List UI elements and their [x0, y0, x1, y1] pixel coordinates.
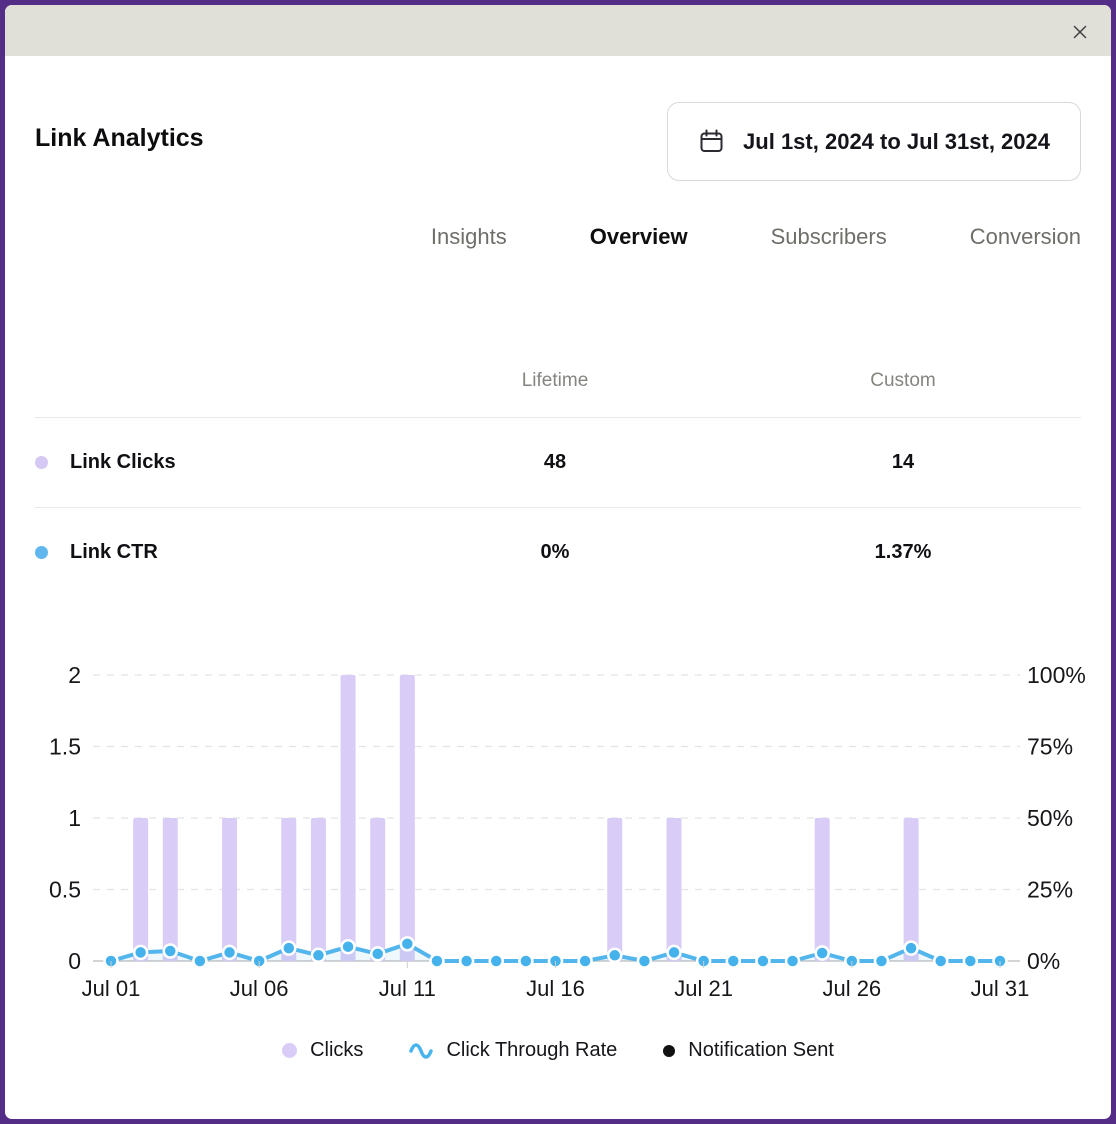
svg-text:1: 1 [68, 805, 81, 831]
ctr-point [755, 953, 771, 969]
modal-header-bar [5, 5, 1111, 56]
tab-overview[interactable]: Overview [589, 224, 688, 249]
clicks-bar [162, 818, 178, 961]
svg-text:1.5: 1.5 [49, 734, 81, 760]
row-value-custom: 14 [891, 451, 915, 473]
ctr-point [162, 943, 179, 959]
analytics-chart: 0 0% 0.5 25% 1 50% 1.5 75% 2 100% Jul 01 Jul 06 Jul … [35, 653, 1091, 1027]
row-value-lifetime: 48 [543, 451, 567, 473]
page-title: Link Analytics [35, 124, 204, 152]
ctr-point [577, 953, 593, 969]
clicks-bar [370, 818, 386, 961]
svg-text:Jul 26: Jul 26 [822, 976, 881, 1001]
clicks-bar [607, 818, 623, 961]
ctr-point [932, 953, 949, 969]
ctr-point [607, 947, 623, 964]
svg-text:0: 0 [68, 948, 81, 974]
stats-table: Lifetime Custom Link Clicks 48 14 Link CTR 0… [35, 345, 1081, 597]
ctr-point [429, 953, 445, 969]
date-range-button[interactable]: Jul 1st, 2024 to Jul 31st, 2024 [667, 102, 1081, 181]
clicks-bar [222, 818, 238, 961]
close-button[interactable] [1065, 17, 1095, 47]
tabs: Insights Overview Subscribers Conversion [431, 224, 1081, 250]
table-row: Link CTR 0% 1.37% [35, 508, 1081, 597]
date-range-label: Jul 1st, 2024 to Jul 31st, 2024 [743, 128, 1050, 154]
ctr-point [369, 946, 386, 962]
svg-text:100%: 100% [1027, 662, 1086, 688]
legend-label: Clicks [310, 1039, 364, 1061]
legend-item: Notification Sent [663, 1039, 834, 1062]
row-label: Link CTR [70, 541, 158, 563]
stats-header-row: Lifetime Custom [35, 345, 1081, 418]
clicks-bar [666, 818, 682, 961]
svg-text:2: 2 [68, 662, 81, 688]
ctr-point [310, 947, 327, 964]
ctr-point [518, 953, 534, 969]
svg-text:Jul 11: Jul 11 [379, 976, 436, 1001]
svg-text:Jul 06: Jul 06 [230, 976, 289, 1001]
stats-rows: Link Clicks 48 14 Link CTR 0% 1.37% [35, 418, 1081, 597]
tab-conversion[interactable]: Conversion [969, 224, 1081, 249]
svg-text:Jul 31: Jul 31 [971, 976, 1030, 1001]
svg-text:Jul 21: Jul 21 [674, 976, 733, 1001]
row-label: Link Clicks [70, 451, 176, 473]
row-dot [35, 546, 48, 559]
legend-label: Click Through Rate [446, 1039, 618, 1061]
ctr-point [340, 938, 356, 955]
ctr-point [873, 953, 890, 969]
tab-insights[interactable]: Insights [430, 224, 507, 249]
svg-text:50%: 50% [1027, 805, 1073, 831]
svg-text:75%: 75% [1027, 734, 1073, 760]
clicks-bar [281, 818, 297, 961]
legend-item: Click Through Rate [409, 1039, 617, 1062]
legend-dot-icon [282, 1043, 298, 1058]
ctr-point [636, 953, 653, 969]
ctr-point [903, 940, 919, 956]
legend-dot-icon [663, 1044, 676, 1057]
close-icon [1073, 25, 1087, 39]
svg-text:0%: 0% [1027, 948, 1060, 974]
svg-text:Jul 01: Jul 01 [82, 976, 141, 1001]
ctr-point [814, 945, 830, 961]
chart-legend: Clicks Click Through Rate Notification Sen… [5, 1039, 1111, 1062]
ctr-point [725, 953, 742, 969]
ctr-point [221, 944, 238, 961]
ctr-point [962, 953, 979, 969]
clicks-bar [399, 675, 415, 961]
legend-item: Clicks [282, 1039, 363, 1062]
legend-label: Notification Sent [688, 1039, 834, 1061]
calendar-icon [700, 129, 723, 152]
clicks-bar [903, 818, 919, 961]
ctr-point [784, 953, 801, 969]
row-value-lifetime: 0% [540, 541, 570, 563]
table-row: Link Clicks 48 14 [35, 418, 1081, 508]
svg-text:0.5: 0.5 [49, 877, 81, 903]
chart-svg: 0 0% 0.5 25% 1 50% 1.5 75% 2 100% Jul 01 Jul 06 Jul … [49, 662, 1086, 1001]
ctr-point [399, 936, 416, 952]
column-header-custom: Custom [870, 370, 936, 391]
column-header-lifetime: Lifetime [521, 370, 589, 391]
row-dot [35, 456, 48, 469]
clicks-bar [310, 818, 326, 961]
ctr-point [281, 940, 297, 956]
clicks-bar [814, 818, 830, 961]
tab-subscribers[interactable]: Subscribers [770, 224, 887, 249]
ctr-point [192, 953, 208, 969]
svg-text:25%: 25% [1027, 877, 1073, 903]
row-value-custom: 1.37% [874, 541, 932, 563]
ctr-point [666, 944, 682, 961]
wave-icon [409, 1042, 434, 1059]
svg-text:Jul 16: Jul 16 [526, 976, 585, 1001]
ctr-point [458, 953, 475, 969]
ctr-point [488, 953, 504, 969]
clicks-bar [133, 818, 149, 961]
clicks-bar [340, 675, 356, 961]
ctr-point [132, 944, 149, 961]
